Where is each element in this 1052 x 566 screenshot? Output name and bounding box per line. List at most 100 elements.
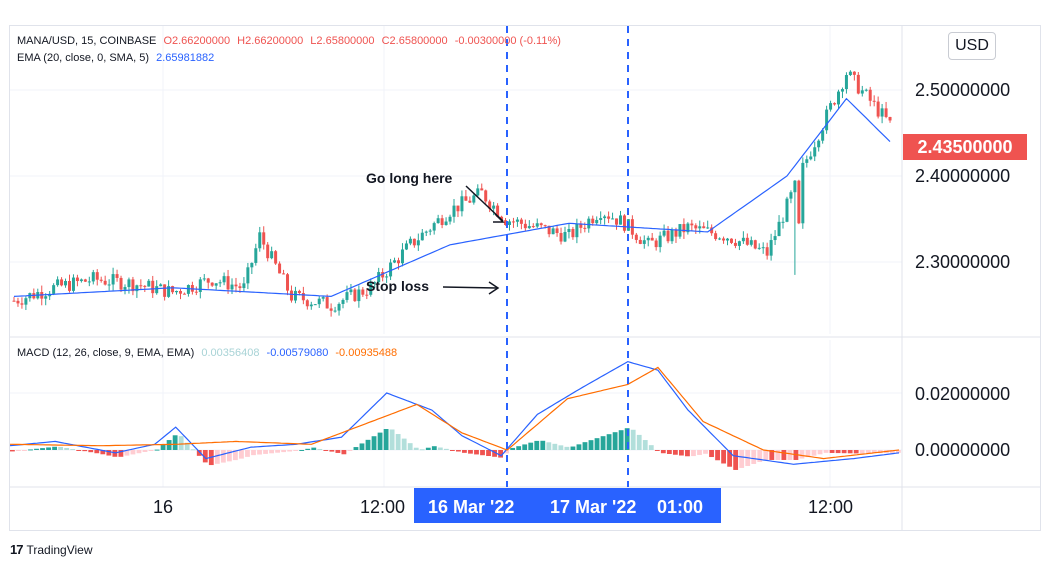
macd-histogram-bar <box>311 447 317 450</box>
candle-body <box>618 215 622 225</box>
candle-body <box>341 299 345 304</box>
candle-body <box>119 277 123 290</box>
macd-histogram-bar <box>359 443 365 450</box>
macd-histogram-bar <box>275 450 281 453</box>
candle-body <box>24 298 28 305</box>
candle-body <box>377 272 381 283</box>
symbol-label: MANA/USD, 15, COINBASE <box>17 35 157 47</box>
candle-body <box>714 233 718 240</box>
time-tick-12-00-a: 12:00 <box>360 497 406 517</box>
candle-body <box>67 280 71 291</box>
candle-body <box>151 280 155 294</box>
candle-body <box>555 228 559 234</box>
candle-body <box>373 282 377 284</box>
tradingview-logo[interactable]: 17 TradingView <box>10 542 93 557</box>
macd-histogram-bar <box>721 450 727 464</box>
macd-histogram-bar <box>456 450 461 452</box>
candle-body <box>139 285 143 287</box>
macd-histogram-bar <box>570 446 576 450</box>
candle-body <box>234 284 238 287</box>
macd-histogram-bar <box>811 450 817 456</box>
candle-body <box>64 280 68 286</box>
macd-histogram-bar <box>82 450 88 452</box>
candle-body <box>325 297 329 309</box>
candle-body <box>476 188 480 196</box>
candle-body <box>361 289 365 295</box>
candle-body <box>357 289 361 302</box>
candle-body <box>353 289 357 302</box>
candle-body <box>71 277 75 291</box>
candle-body <box>658 235 662 248</box>
macd-histogram-bar <box>347 450 353 451</box>
candle-body <box>603 216 607 219</box>
macd-tick-0.02: 0.02000000 <box>915 384 1011 404</box>
macd-histogram-bar <box>624 428 630 450</box>
candle-body <box>262 232 266 245</box>
macd-histogram-bar <box>841 450 847 454</box>
macd-histogram-bar <box>733 450 739 470</box>
candle-body <box>523 223 527 229</box>
candle-body <box>412 238 416 246</box>
candle-body <box>551 228 555 235</box>
candle-body <box>785 198 789 222</box>
candle-body <box>527 226 531 229</box>
candle-body <box>83 279 87 282</box>
macd-histogram-bar <box>251 450 256 456</box>
candle-body <box>492 205 496 209</box>
macd-histogram-bar <box>829 450 835 453</box>
candle-body <box>480 188 484 191</box>
candle-body <box>757 247 761 249</box>
candle-body <box>773 236 777 241</box>
macd-histogram-bar <box>214 450 220 464</box>
macd-histogram-bar <box>202 450 208 463</box>
candle-body <box>349 289 353 293</box>
candle-body <box>813 147 817 157</box>
candle-body <box>535 223 539 227</box>
candle-body <box>765 247 769 256</box>
macd-histogram-bar <box>257 450 262 455</box>
candle-body <box>468 200 472 203</box>
candle-body <box>436 218 440 224</box>
candle-body <box>202 278 206 280</box>
candle-body <box>805 159 809 163</box>
candle-body <box>726 238 730 241</box>
candle-body <box>404 243 408 250</box>
macd-histogram-bar <box>594 438 600 450</box>
macd-histogram-bar <box>504 450 510 454</box>
candle-body <box>833 103 837 105</box>
candle-body <box>408 238 412 244</box>
candle-body <box>226 276 230 290</box>
candle-body <box>583 227 587 229</box>
macd-histogram-bar <box>757 450 763 462</box>
candle-body <box>722 238 726 241</box>
candle-body <box>20 303 24 305</box>
candle-body <box>817 140 821 148</box>
currency-button[interactable]: USD <box>948 32 996 60</box>
macd-histogram-bar <box>88 450 94 453</box>
signal-line <box>10 366 900 460</box>
candle-body <box>107 284 111 286</box>
macd-histogram-bar <box>22 450 27 451</box>
candle-body <box>484 190 488 202</box>
candle-body <box>567 228 571 233</box>
go-long-annotation: Go long here <box>366 170 453 186</box>
candle-body <box>575 223 579 238</box>
macd-histogram-bar <box>528 442 534 450</box>
candle-body <box>400 249 404 264</box>
candle-body <box>856 74 860 94</box>
candle-body <box>222 276 226 283</box>
macd-histogram-bar <box>16 450 21 451</box>
candle-body <box>638 239 642 244</box>
candle-body <box>289 290 293 301</box>
macd-histogram-bar <box>654 450 660 451</box>
candle-body <box>393 260 397 263</box>
macd-histogram-bar <box>666 450 672 454</box>
macd-histogram-bar <box>389 429 395 450</box>
macd-histogram-bar <box>46 447 51 450</box>
macd-histogram-bar <box>118 450 124 457</box>
candle-body <box>305 300 309 307</box>
candle-body <box>171 286 175 293</box>
macd-histogram-bar <box>184 442 190 450</box>
candle-body <box>559 233 563 242</box>
